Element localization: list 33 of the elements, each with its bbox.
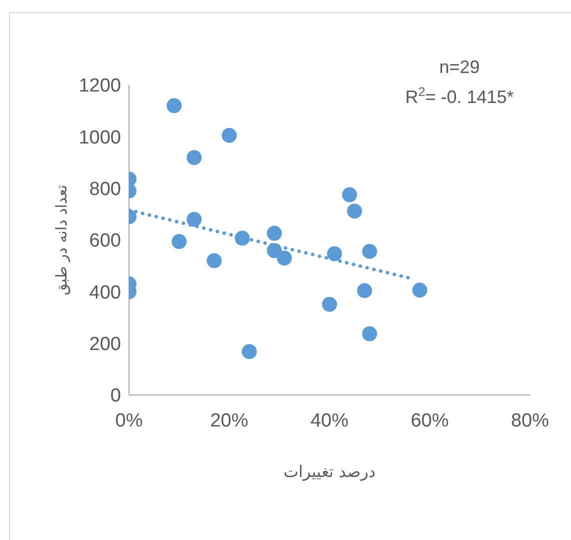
point bbox=[172, 234, 187, 250]
point bbox=[327, 246, 342, 262]
y-tick-label: 0 bbox=[110, 386, 121, 407]
point bbox=[342, 187, 358, 202]
point bbox=[347, 204, 362, 219]
point bbox=[362, 326, 378, 342]
annotation: R$^{2}$= -0. 1415* bbox=[405, 85, 514, 107]
point bbox=[412, 282, 428, 298]
y-tick-label: 1200 bbox=[78, 76, 121, 97]
point bbox=[166, 98, 182, 114]
point bbox=[276, 250, 292, 266]
y-tick-label: 200 bbox=[89, 334, 121, 356]
point bbox=[206, 253, 222, 268]
x-tick-label: 0% bbox=[115, 410, 143, 432]
point bbox=[186, 212, 202, 227]
y-tick-label: 600 bbox=[89, 230, 121, 252]
y-tick-label: 1000 bbox=[78, 127, 121, 148]
point bbox=[362, 244, 378, 259]
y-tick-label: 400 bbox=[89, 282, 121, 304]
y-tick-label: 800 bbox=[89, 179, 121, 200]
point bbox=[266, 226, 282, 241]
point bbox=[186, 150, 202, 166]
x-tick-label: 80% bbox=[510, 410, 550, 432]
x-tick-label: 20% bbox=[210, 410, 248, 432]
x-axis-title: درصد تغییرات bbox=[283, 462, 376, 481]
x-tick-label: 40% bbox=[310, 410, 349, 432]
point bbox=[357, 283, 372, 298]
x-tick-label: 60% bbox=[410, 410, 449, 432]
text: n=29 bbox=[439, 57, 480, 77]
y-axis-title: تعداد دانه در طبق bbox=[52, 184, 70, 296]
point bbox=[242, 344, 257, 360]
point bbox=[322, 296, 337, 312]
point bbox=[222, 128, 237, 143]
